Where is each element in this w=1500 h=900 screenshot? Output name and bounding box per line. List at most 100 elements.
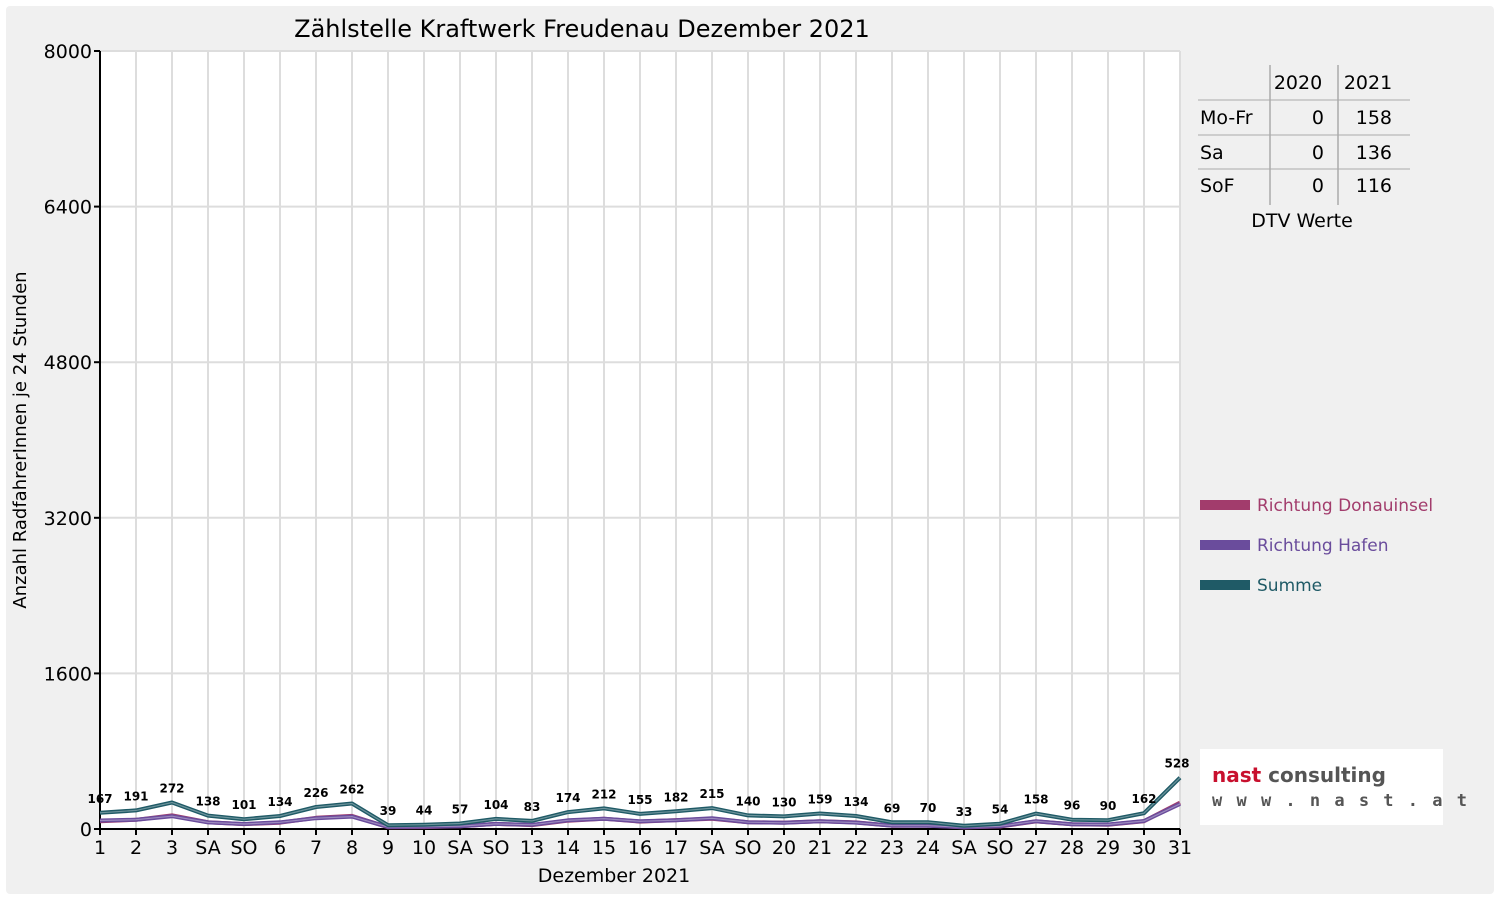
- x-tick-label: 17: [664, 837, 688, 859]
- series-line: [99, 776, 1182, 828]
- dtv-cell: 0: [1312, 142, 1324, 164]
- x-tick-label: 16: [628, 837, 652, 859]
- dtv-cell: 158: [1356, 107, 1392, 129]
- x-tick-label: 31: [1168, 837, 1192, 859]
- legend: Richtung Donauinsel Richtung Hafen Summe: [1200, 496, 1433, 596]
- data-label: 96: [1064, 799, 1081, 813]
- data-label: 101: [231, 798, 256, 812]
- dtv-cell: 136: [1356, 142, 1392, 164]
- x-tick-label: SA: [699, 837, 724, 859]
- data-label: 167: [87, 792, 112, 806]
- data-label: 33: [956, 805, 973, 819]
- data-label: 226: [303, 786, 328, 800]
- data-label: 90: [1100, 799, 1117, 813]
- x-tick-label: 8: [346, 837, 358, 859]
- x-tick-label: 21: [808, 837, 832, 859]
- dtv-header-2020: 2020: [1274, 72, 1322, 94]
- data-label: 138: [195, 795, 220, 809]
- x-tick-label: 13: [520, 837, 544, 859]
- data-label: 83: [524, 800, 541, 814]
- legend-swatch: [1200, 580, 1250, 590]
- y-tick-label: 3200: [44, 508, 92, 530]
- y-axis-label: Anzahl RadfahrerInnen je 24 Stunden: [10, 271, 31, 608]
- data-label: 54: [992, 803, 1009, 817]
- data-label: 57: [452, 802, 469, 816]
- x-axis-ticks: 1 2 3 SA SO 6 7 8 9 10 SA SO 13 14 15 16 17 SA SO 20 21 22 23 2…: [94, 829, 1192, 859]
- x-tick-label: SO: [230, 837, 257, 859]
- x-tick-label: 1: [94, 837, 106, 859]
- data-label: 130: [771, 795, 796, 809]
- dtv-header-2021: 2021: [1344, 72, 1392, 94]
- legend-label: Richtung Donauinsel: [1257, 496, 1433, 516]
- data-label: 140: [735, 794, 760, 808]
- data-label: 69: [884, 801, 901, 815]
- x-tick-label: 23: [880, 837, 904, 859]
- legend-swatch: [1200, 500, 1250, 510]
- data-label: 272: [159, 782, 184, 796]
- data-label: 191: [123, 789, 148, 803]
- chart-title: Zählstelle Kraftwerk Freudenau Dezember …: [294, 15, 870, 43]
- data-label: 134: [843, 795, 868, 809]
- logo-text: nast consulting: [1212, 763, 1386, 787]
- y-axis-ticks: 0 1600 3200 4800 6400 8000: [44, 41, 100, 841]
- x-tick-label: 6: [274, 837, 286, 859]
- x-tick-label: 2: [130, 837, 142, 859]
- data-label: 70: [920, 801, 937, 815]
- legend-label: Richtung Hafen: [1257, 536, 1388, 556]
- x-tick-label: 14: [556, 837, 580, 859]
- data-label: 104: [483, 798, 508, 812]
- x-tick-label: 29: [1096, 837, 1120, 859]
- nast-consulting-logo: nast consulting w w w . n a s t . a t: [1200, 749, 1467, 825]
- series-lines: [99, 776, 1182, 830]
- series-line-highlight: [99, 803, 1181, 828]
- y-tick-label: 1600: [44, 663, 92, 685]
- y-tick-label: 8000: [44, 41, 92, 63]
- x-tick-label: 7: [310, 837, 322, 859]
- data-label: 174: [555, 791, 580, 805]
- data-label: 212: [591, 787, 616, 801]
- logo-url: w w w . n a s t . a t: [1212, 791, 1469, 811]
- dtv-cell: 0: [1312, 175, 1324, 197]
- data-label: 528: [1164, 757, 1189, 771]
- x-axis-label: Dezember 2021: [538, 865, 690, 887]
- dtv-row-label: Sa: [1200, 142, 1224, 164]
- y-tick-label: 6400: [44, 197, 92, 219]
- data-labels: 167 191 272 138 101 134 226 262 39 44 57 104 83 174 21…: [87, 757, 1189, 819]
- legend-label: Summe: [1257, 576, 1322, 596]
- series-line-highlight: [99, 777, 1181, 827]
- data-label: 158: [1023, 793, 1048, 807]
- data-label: 44: [416, 804, 433, 818]
- x-tick-label: SA: [951, 837, 976, 859]
- x-tick-label: SA: [447, 837, 472, 859]
- x-tick-label: 10: [412, 837, 436, 859]
- y-tick-label: 0: [80, 819, 92, 841]
- dtv-row-label: SoF: [1200, 175, 1235, 197]
- series-line: [99, 802, 1181, 830]
- data-label: 159: [807, 793, 832, 807]
- x-tick-label: SO: [986, 837, 1013, 859]
- data-label: 39: [380, 804, 397, 818]
- x-tick-label: 24: [916, 837, 940, 859]
- dtv-table: 2020 2021 Mo-Fr 0 158 Sa 0 136 SoF 0 116…: [1198, 65, 1410, 232]
- x-tick-label: 3: [166, 837, 178, 859]
- x-tick-label: SO: [734, 837, 761, 859]
- x-tick-label: 28: [1060, 837, 1084, 859]
- dtv-cell: 116: [1356, 175, 1392, 197]
- data-label: 162: [1131, 792, 1156, 806]
- x-tick-label: SO: [482, 837, 509, 859]
- x-tick-label: 30: [1132, 837, 1156, 859]
- dtv-caption: DTV Werte: [1251, 210, 1353, 232]
- data-label: 215: [699, 787, 724, 801]
- x-tick-label: 15: [592, 837, 616, 859]
- y-tick-label: 4800: [44, 352, 92, 374]
- grid: [100, 50, 1181, 829]
- data-label: 182: [663, 790, 688, 804]
- x-tick-label: 27: [1024, 837, 1048, 859]
- x-tick-label: 9: [382, 837, 394, 859]
- legend-swatch: [1200, 540, 1250, 550]
- x-tick-label: 20: [772, 837, 796, 859]
- dtv-row-label: Mo-Fr: [1200, 107, 1253, 129]
- data-label: 262: [339, 783, 364, 797]
- data-label: 134: [267, 795, 292, 809]
